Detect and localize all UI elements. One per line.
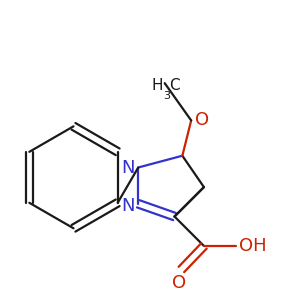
Text: C: C [169, 78, 180, 93]
Text: N: N [121, 158, 134, 176]
Text: H: H [151, 78, 163, 93]
Text: O: O [195, 111, 209, 129]
Text: O: O [172, 274, 187, 292]
Text: 3: 3 [163, 91, 170, 101]
Text: N: N [121, 197, 134, 215]
Text: OH: OH [239, 237, 267, 255]
